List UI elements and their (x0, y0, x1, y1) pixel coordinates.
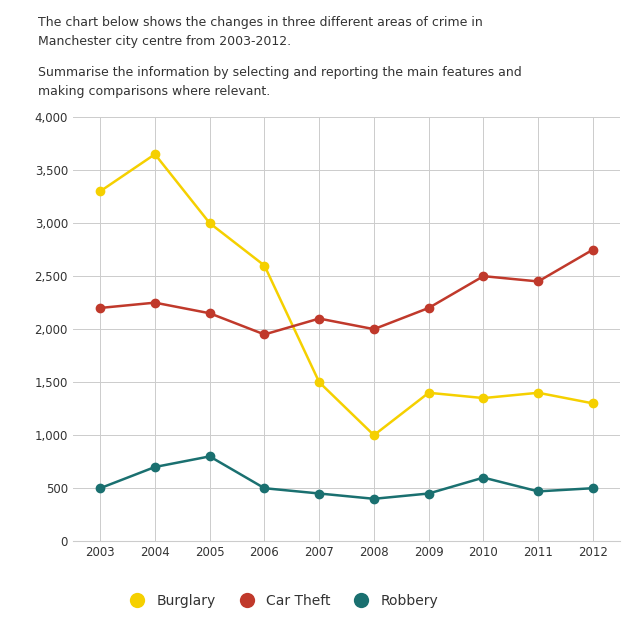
Text: Manchester city centre from 2003-2012.: Manchester city centre from 2003-2012. (38, 35, 291, 48)
Text: Summarise the information by selecting and reporting the main features and: Summarise the information by selecting a… (38, 66, 522, 80)
Text: making comparisons where relevant.: making comparisons where relevant. (38, 85, 270, 99)
Text: The chart below shows the changes in three different areas of crime in: The chart below shows the changes in thr… (38, 16, 483, 29)
Legend: Burglary, Car Theft, Robbery: Burglary, Car Theft, Robbery (118, 589, 444, 613)
